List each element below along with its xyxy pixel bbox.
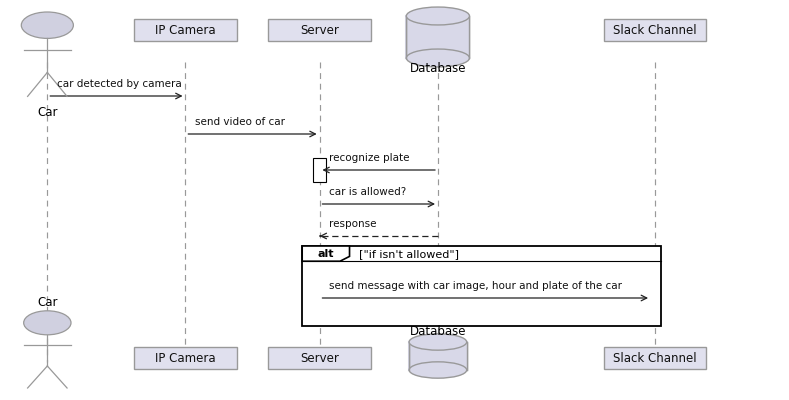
- Text: IP Camera: IP Camera: [155, 352, 215, 364]
- Ellipse shape: [409, 362, 467, 378]
- Text: Car: Car: [37, 106, 58, 119]
- Circle shape: [24, 311, 71, 335]
- Text: IP Camera: IP Camera: [155, 24, 215, 36]
- Text: alt: alt: [318, 248, 334, 258]
- Ellipse shape: [409, 334, 467, 350]
- Text: car detected by camera: car detected by camera: [57, 79, 181, 89]
- Text: Slack Channel: Slack Channel: [613, 352, 697, 364]
- Polygon shape: [302, 246, 350, 261]
- Text: recognize plate: recognize plate: [329, 153, 409, 163]
- Bar: [604, 347, 706, 369]
- Text: car is allowed?: car is allowed?: [329, 187, 406, 197]
- Text: ["if isn't allowed"]: ["if isn't allowed"]: [359, 248, 459, 258]
- Text: Database: Database: [409, 62, 466, 75]
- Bar: [313, 158, 326, 182]
- Bar: [302, 246, 661, 326]
- Ellipse shape: [406, 7, 469, 25]
- Bar: [604, 19, 706, 41]
- Text: Database: Database: [409, 325, 466, 338]
- Text: send video of car: send video of car: [195, 117, 285, 127]
- Bar: [268, 19, 371, 41]
- Bar: [409, 342, 467, 370]
- Text: Server: Server: [300, 352, 339, 364]
- Bar: [134, 347, 237, 369]
- Circle shape: [21, 12, 73, 38]
- Text: Slack Channel: Slack Channel: [613, 24, 697, 36]
- Text: Car: Car: [37, 296, 58, 309]
- Text: Server: Server: [300, 24, 339, 36]
- Ellipse shape: [406, 49, 469, 67]
- Text: send message with car image, hour and plate of the car: send message with car image, hour and pl…: [329, 281, 622, 291]
- Bar: [406, 16, 469, 58]
- Bar: [268, 347, 371, 369]
- Text: response: response: [329, 219, 376, 229]
- Bar: [134, 19, 237, 41]
